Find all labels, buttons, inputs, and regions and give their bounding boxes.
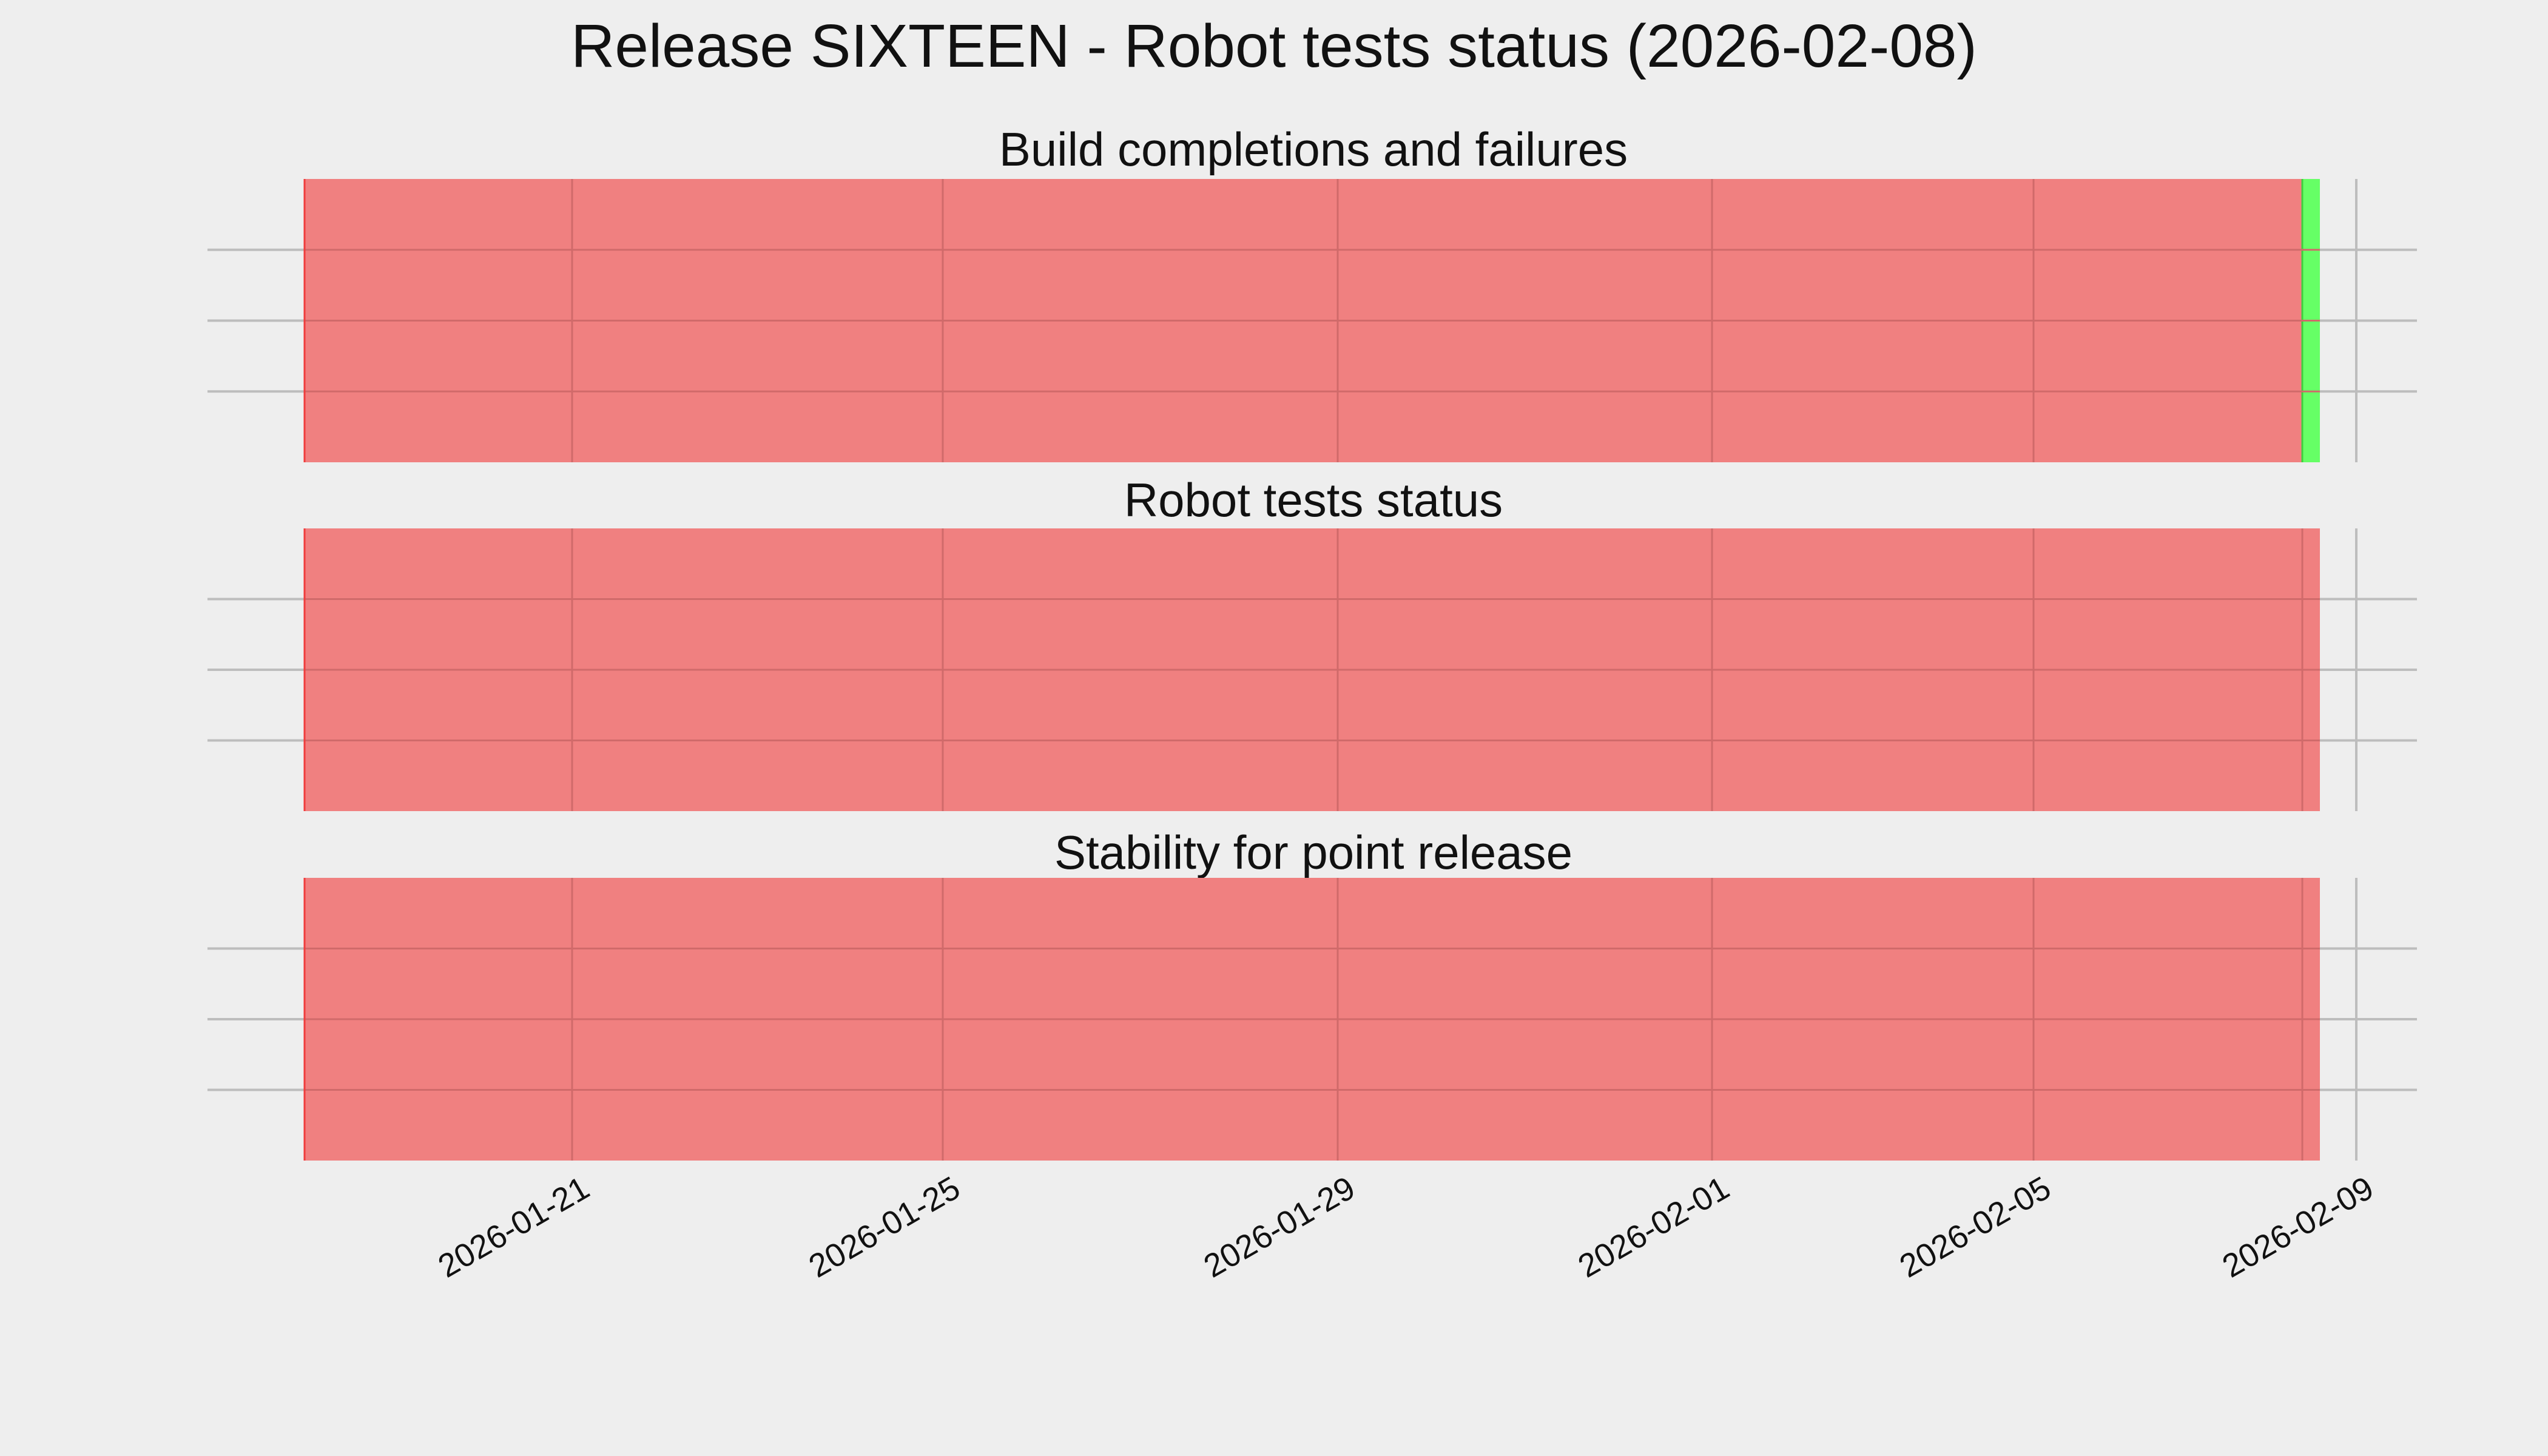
svg-text:Build completions and failures: Build completions and failures <box>999 123 1628 176</box>
svg-text:Release SIXTEEN - Robot tests: Release SIXTEEN - Robot tests status (20… <box>571 12 1977 80</box>
svg-text:Stability for point release: Stability for point release <box>1054 826 1572 879</box>
svg-text:Robot tests status: Robot tests status <box>1124 473 1503 527</box>
